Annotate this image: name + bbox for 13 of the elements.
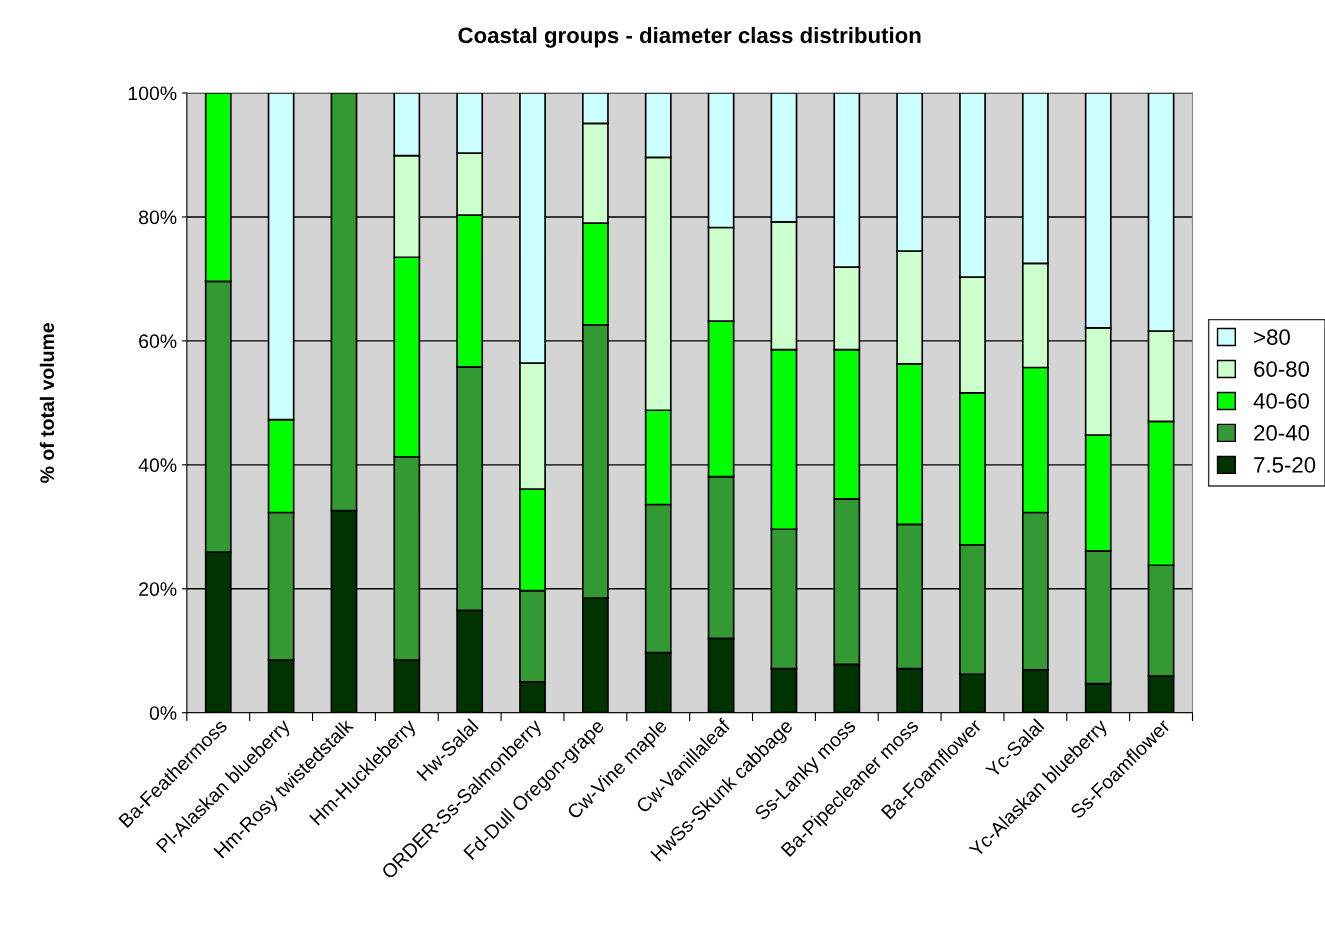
y-tick-label: 100% (128, 86, 177, 101)
chart-title: Coastal groups - diameter class distribution (458, 26, 921, 48)
y-tick-label: 20% (139, 582, 177, 596)
y-tick-label: 0% (149, 706, 177, 720)
y-tick-label: 40% (138, 458, 177, 473)
legend-label: 7.5-20 (1254, 457, 1316, 473)
legend-label: >80 (1254, 329, 1290, 345)
y-axis-title: % of total volume (39, 323, 55, 483)
y-tick-label: 80% (139, 210, 177, 225)
legend-label: 40-60 (1253, 393, 1310, 409)
y-tick-label: 60% (139, 334, 177, 349)
legend-label: 60-80 (1254, 361, 1310, 377)
legend-label: 20-40 (1254, 425, 1310, 441)
